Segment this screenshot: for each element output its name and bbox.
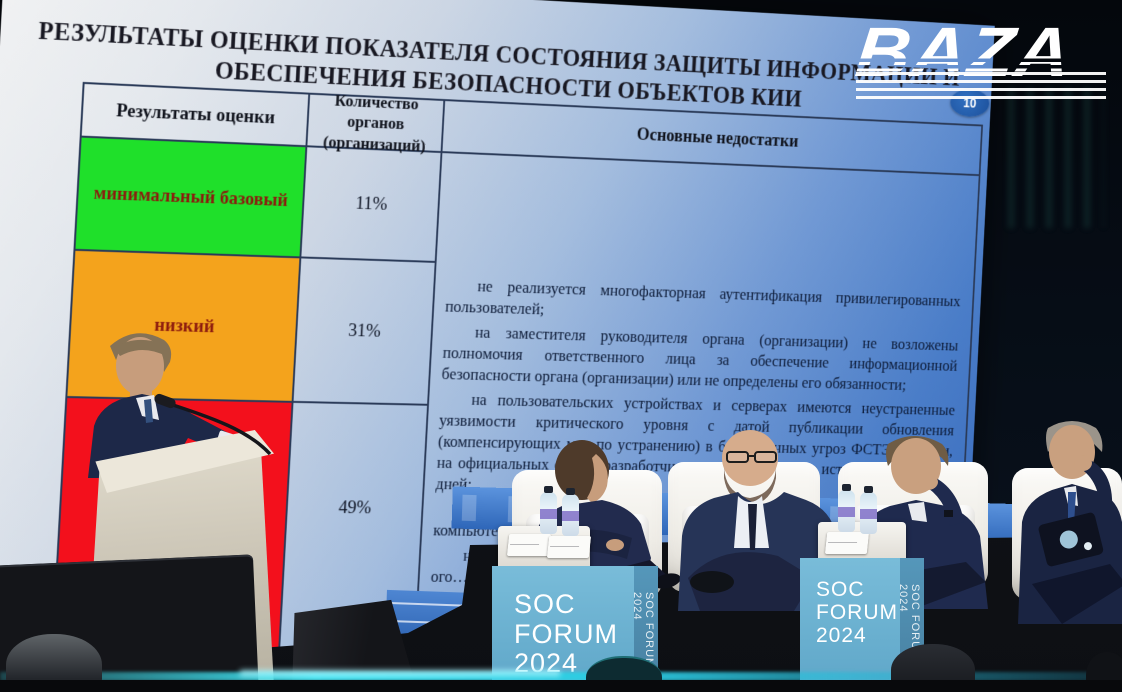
water-bottle [860,486,877,534]
baza-watermark: BAZA [852,10,1106,102]
row-minimal-basic-label: минимальный базовый [75,137,308,259]
watermark-stripe [856,96,1106,99]
cube-side-text: SOC FORUM 2024 [631,592,655,669]
speaker-tie [144,399,153,423]
col-header-count-line1: Количество органов [334,91,420,134]
cube-side-text: SOC FORUM 2024 [897,584,921,661]
stage-edge-light-bright [240,670,560,676]
microphone-head [154,393,176,409]
name-card [546,536,592,558]
panelist-bald-head [722,430,778,486]
tablet [1038,512,1104,567]
audience-row-shadow [0,680,1122,692]
water-bottle [540,486,557,534]
deficiency-item: на заместителя руководителя органа (орга… [441,322,959,394]
water-bottle [562,488,579,536]
watermark-stripe [856,88,1106,91]
col-header-count: Количество органов (организаций) [307,91,446,155]
glasses [726,451,749,463]
panelist-man-with-tablet [1014,414,1122,624]
col-header-results: Результаты оценки [81,83,311,148]
panelist4-hair [1046,421,1103,452]
name-card [506,534,552,556]
podium-microphone [150,388,290,478]
stage-lights [1008,88,1104,228]
watermark-stripe [856,80,1106,83]
stage-edge-light [0,672,1122,681]
watermark-stripe [856,72,1106,75]
name-card [824,532,870,554]
cube-label: SOC FORUM 2024 [816,578,898,648]
water-bottle [838,484,855,532]
row-low-value: 31% [293,258,437,406]
panelist-woman-face [587,454,608,503]
row-minimal-basic-value: 11% [301,147,443,263]
